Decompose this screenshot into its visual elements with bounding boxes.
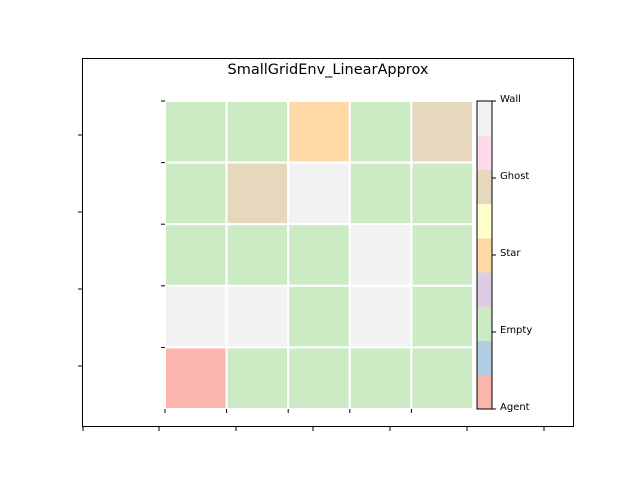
colorbar-label-ghost: Ghost <box>500 171 530 182</box>
colorbar-band <box>477 340 492 376</box>
grid-cell-ghost <box>225 161 290 226</box>
colorbar-label-agent: Agent <box>500 402 530 413</box>
axes-frame <box>82 58 574 427</box>
grid-cell-empty <box>225 346 290 410</box>
colorbar-label-star: Star <box>500 248 521 259</box>
grid-cell-empty <box>164 100 228 164</box>
grid-cell-empty <box>410 284 474 349</box>
grid-cell-empty <box>287 223 351 287</box>
colorbar-band <box>477 374 492 410</box>
grid-cell-empty <box>225 100 290 164</box>
colorbar-label-empty: Empty <box>500 325 533 336</box>
grid-cell-empty <box>348 161 413 226</box>
grid-cell-empty <box>410 346 474 410</box>
grid-cell-wall <box>225 284 290 349</box>
grid-cell-wall <box>287 161 351 226</box>
grid-cell-wall <box>348 284 413 349</box>
colorbar-band <box>477 272 492 307</box>
grid-cell-agent <box>164 346 228 410</box>
grid-cell-star <box>287 100 351 164</box>
plot-title: SmallGridEnv_LinearApprox <box>227 62 429 78</box>
colorbar-band <box>477 101 492 136</box>
grid-cell-empty <box>348 100 413 164</box>
grid-cell-ghost <box>410 100 474 164</box>
grid-cell-empty <box>287 284 351 349</box>
colorbar-band <box>477 169 492 205</box>
grid-cell-empty <box>348 346 413 410</box>
colorbar-band <box>477 306 492 342</box>
grid-cell-empty <box>410 161 474 226</box>
grid-cell-empty <box>225 223 290 287</box>
grid-cell-wall <box>348 223 413 287</box>
grid-cell-empty <box>164 223 228 287</box>
colorbar-band <box>477 135 492 170</box>
grid-cell-wall <box>164 284 228 349</box>
grid-cell-empty <box>164 161 228 226</box>
grid-cell-empty <box>410 223 474 287</box>
colorbar-band <box>477 203 492 239</box>
grid-cell-empty <box>287 346 351 410</box>
colorbar-label-wall: Wall <box>500 94 521 105</box>
colorbar-band <box>477 237 492 273</box>
